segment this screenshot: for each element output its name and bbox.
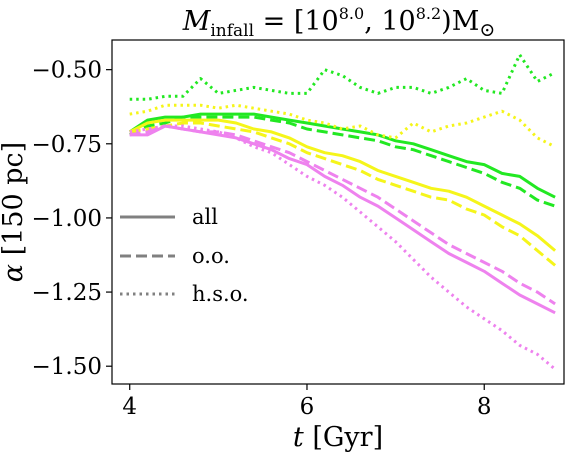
series-line-green-dotted: [129, 53, 556, 101]
plot-frame: [111, 39, 565, 385]
y-tick-label: −0.75: [32, 132, 102, 158]
x-tick-label: 6: [300, 394, 315, 420]
series-line-yellow-solid: [129, 118, 557, 252]
x-tick-label: 4: [122, 394, 137, 420]
series-line-violet-dashed: [129, 124, 556, 306]
series-line-yellow-dashed: [129, 121, 557, 267]
x-axis: 4 6 8: [122, 384, 492, 420]
y-axis: −0.50 −0.75 −1.00 −1.25 −1.50: [32, 58, 112, 380]
series-line-violet-dotted: [129, 124, 557, 371]
x-tick-label: 8: [477, 394, 492, 420]
chart-title: Minfall = [108.0, 108.2)M⊙: [182, 4, 496, 41]
y-tick-label: −1.00: [32, 206, 102, 232]
series-line-green-dashed: [129, 115, 556, 208]
y-tick-label: −1.25: [32, 280, 102, 306]
legend-label-all: all: [192, 205, 218, 229]
x-axis-label: t [Gyr]: [293, 422, 383, 453]
y-tick-label: −1.50: [32, 354, 102, 380]
legend-label-hso: h.s.o.: [192, 282, 249, 306]
legend-label-oo: o.o.: [192, 244, 230, 268]
series-line-green-solid: [128, 112, 556, 199]
legend: all o.o. h.s.o.: [120, 205, 249, 306]
y-axis-label: α [150 pc]: [0, 142, 29, 282]
series-line-yellow-dotted: [129, 103, 556, 149]
plot-series: [128, 53, 557, 371]
y-tick-label: −0.50: [32, 58, 102, 84]
